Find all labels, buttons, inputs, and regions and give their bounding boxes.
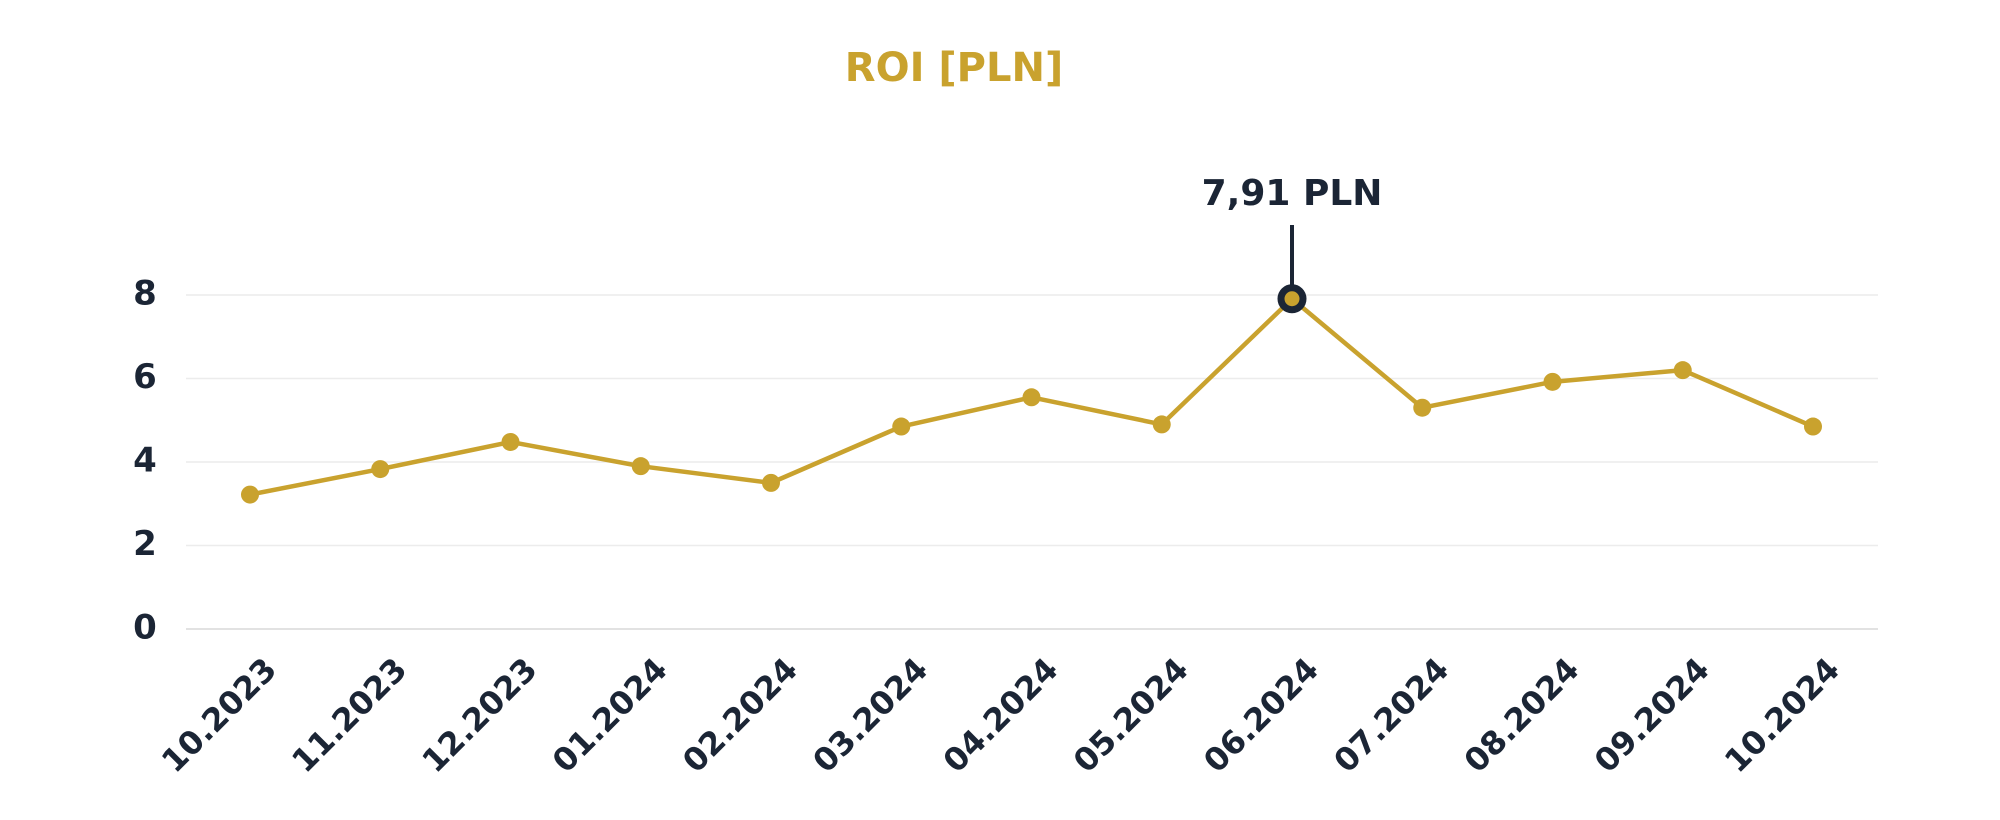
y-tick-label: 8 xyxy=(133,274,157,314)
point xyxy=(1022,388,1041,407)
x-tick-label: 03.2024 xyxy=(805,650,935,780)
point xyxy=(501,432,520,451)
x-tick-label: 09.2024 xyxy=(1587,650,1717,780)
x-tick-label: 07.2024 xyxy=(1326,650,1456,780)
point xyxy=(762,473,780,492)
x-tick-label: 10.2023 xyxy=(154,650,284,780)
point xyxy=(1277,284,1307,314)
point xyxy=(241,485,259,504)
x-tick-label: 12.2023 xyxy=(415,650,545,780)
x-tick-label: 02.2024 xyxy=(675,650,805,780)
point xyxy=(631,457,650,476)
x-tick-label: 01.2024 xyxy=(545,650,675,780)
x-tick-label: 05.2024 xyxy=(1066,650,1196,780)
point xyxy=(371,460,390,479)
y-tick-label: 4 xyxy=(133,441,157,481)
point xyxy=(1543,372,1562,391)
point xyxy=(1804,417,1822,436)
y-tick-label: 2 xyxy=(133,524,157,564)
data-label: 7,91 PLN xyxy=(1202,173,1383,214)
x-tick-label: 10.2024 xyxy=(1717,650,1847,780)
y-tick-label: 6 xyxy=(133,357,157,397)
x-tick-label: 11.2023 xyxy=(284,650,414,780)
y-tick-label: 0 xyxy=(133,608,157,648)
x-tick-label: 04.2024 xyxy=(936,650,1066,780)
point xyxy=(892,417,911,436)
x-tick-label: 06.2024 xyxy=(1196,650,1326,780)
point xyxy=(1673,361,1692,380)
point xyxy=(1413,398,1432,417)
point xyxy=(1152,415,1171,434)
x-tick-label: 08.2024 xyxy=(1457,650,1587,780)
chart-title: ROI [PLN] xyxy=(845,45,1063,91)
